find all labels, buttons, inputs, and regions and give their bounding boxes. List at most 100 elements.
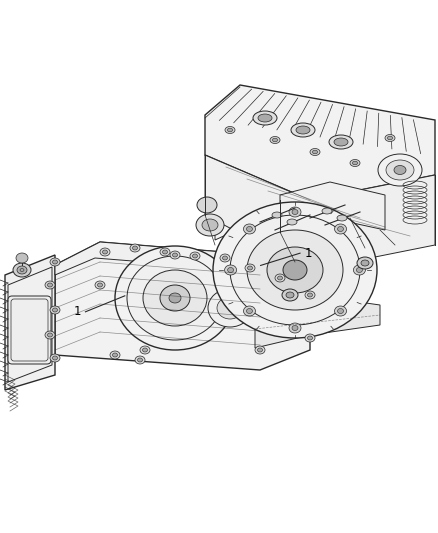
Ellipse shape bbox=[296, 126, 310, 134]
Ellipse shape bbox=[283, 260, 307, 280]
Ellipse shape bbox=[95, 281, 105, 289]
Ellipse shape bbox=[338, 309, 343, 313]
Ellipse shape bbox=[133, 246, 138, 250]
Ellipse shape bbox=[291, 123, 315, 137]
Ellipse shape bbox=[50, 306, 60, 314]
Ellipse shape bbox=[53, 356, 57, 360]
Ellipse shape bbox=[113, 353, 117, 357]
Ellipse shape bbox=[335, 306, 346, 316]
Ellipse shape bbox=[173, 253, 177, 257]
Ellipse shape bbox=[45, 281, 55, 289]
Ellipse shape bbox=[286, 292, 294, 298]
Ellipse shape bbox=[50, 258, 60, 266]
Ellipse shape bbox=[289, 323, 301, 333]
Ellipse shape bbox=[247, 266, 252, 270]
Ellipse shape bbox=[20, 269, 24, 271]
Ellipse shape bbox=[140, 346, 150, 354]
Ellipse shape bbox=[130, 244, 140, 252]
Ellipse shape bbox=[305, 291, 315, 299]
Ellipse shape bbox=[310, 149, 320, 156]
Ellipse shape bbox=[160, 248, 170, 256]
Ellipse shape bbox=[53, 260, 57, 264]
Ellipse shape bbox=[386, 160, 414, 180]
Ellipse shape bbox=[388, 136, 392, 140]
Ellipse shape bbox=[282, 289, 298, 301]
FancyBboxPatch shape bbox=[8, 296, 51, 364]
Ellipse shape bbox=[223, 256, 227, 260]
Ellipse shape bbox=[292, 326, 298, 330]
Ellipse shape bbox=[267, 247, 323, 293]
Ellipse shape bbox=[272, 138, 278, 142]
Ellipse shape bbox=[385, 134, 395, 141]
Ellipse shape bbox=[53, 308, 57, 312]
Ellipse shape bbox=[357, 257, 373, 269]
Polygon shape bbox=[215, 182, 375, 255]
Ellipse shape bbox=[244, 224, 255, 234]
Ellipse shape bbox=[13, 263, 31, 277]
Ellipse shape bbox=[245, 264, 255, 272]
Text: 1: 1 bbox=[304, 247, 312, 260]
Ellipse shape bbox=[307, 336, 312, 340]
Ellipse shape bbox=[247, 230, 343, 310]
Ellipse shape bbox=[334, 138, 348, 146]
Ellipse shape bbox=[100, 248, 110, 256]
Ellipse shape bbox=[196, 214, 224, 236]
Ellipse shape bbox=[322, 208, 332, 214]
Ellipse shape bbox=[98, 283, 102, 287]
Ellipse shape bbox=[227, 128, 233, 132]
Ellipse shape bbox=[378, 154, 422, 186]
Ellipse shape bbox=[47, 333, 53, 337]
Ellipse shape bbox=[338, 227, 343, 231]
Ellipse shape bbox=[160, 285, 190, 311]
Ellipse shape bbox=[329, 135, 353, 149]
Ellipse shape bbox=[353, 161, 357, 165]
Ellipse shape bbox=[197, 197, 217, 213]
Ellipse shape bbox=[127, 256, 223, 340]
Ellipse shape bbox=[258, 348, 262, 352]
Ellipse shape bbox=[50, 354, 60, 362]
Ellipse shape bbox=[135, 356, 145, 364]
Text: 1: 1 bbox=[74, 305, 81, 318]
Ellipse shape bbox=[337, 215, 347, 221]
Ellipse shape bbox=[220, 254, 230, 262]
Ellipse shape bbox=[255, 346, 265, 354]
Ellipse shape bbox=[202, 219, 218, 231]
Ellipse shape bbox=[307, 293, 312, 297]
Ellipse shape bbox=[287, 219, 297, 225]
Ellipse shape bbox=[253, 111, 277, 125]
Polygon shape bbox=[255, 295, 380, 348]
Ellipse shape bbox=[102, 250, 107, 254]
Polygon shape bbox=[205, 155, 435, 270]
Ellipse shape bbox=[289, 207, 301, 217]
Polygon shape bbox=[55, 242, 310, 370]
Ellipse shape bbox=[244, 306, 255, 316]
Ellipse shape bbox=[305, 334, 315, 342]
Ellipse shape bbox=[272, 212, 282, 218]
Polygon shape bbox=[205, 85, 435, 200]
Ellipse shape bbox=[170, 251, 180, 259]
Ellipse shape bbox=[45, 331, 55, 339]
Ellipse shape bbox=[142, 348, 148, 352]
Ellipse shape bbox=[217, 297, 243, 319]
Ellipse shape bbox=[335, 224, 346, 234]
Ellipse shape bbox=[192, 254, 198, 258]
Ellipse shape bbox=[225, 265, 237, 275]
Ellipse shape bbox=[162, 250, 167, 254]
Polygon shape bbox=[280, 182, 385, 230]
Ellipse shape bbox=[115, 246, 235, 350]
Ellipse shape bbox=[270, 136, 280, 143]
Ellipse shape bbox=[47, 283, 53, 287]
Ellipse shape bbox=[275, 274, 285, 282]
Ellipse shape bbox=[17, 266, 27, 274]
Ellipse shape bbox=[16, 253, 28, 263]
Ellipse shape bbox=[292, 209, 298, 214]
Ellipse shape bbox=[357, 268, 362, 272]
Polygon shape bbox=[55, 242, 310, 290]
Ellipse shape bbox=[208, 289, 252, 327]
Ellipse shape bbox=[138, 358, 142, 362]
Ellipse shape bbox=[312, 150, 318, 154]
Ellipse shape bbox=[143, 270, 207, 326]
Ellipse shape bbox=[169, 293, 181, 303]
Ellipse shape bbox=[228, 268, 233, 272]
Ellipse shape bbox=[394, 166, 406, 174]
